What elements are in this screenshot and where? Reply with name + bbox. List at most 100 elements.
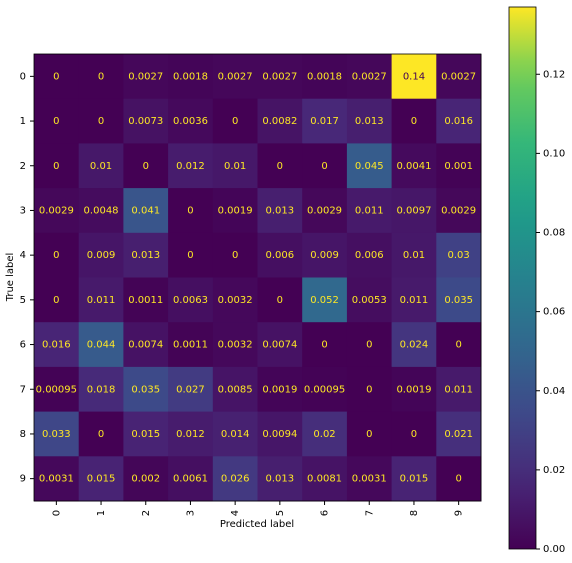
- y-tick-label: 6: [20, 340, 26, 351]
- cell-label: 0.14: [403, 71, 425, 82]
- cell: [436, 232, 482, 278]
- cell-label: 0: [366, 340, 372, 351]
- x-tick-label: 6: [320, 510, 331, 516]
- cell: [78, 98, 124, 144]
- cell: [34, 98, 80, 144]
- cell: [346, 143, 393, 189]
- cell: [257, 98, 303, 144]
- cell-label: 0.035: [131, 384, 160, 395]
- cell-label: 0.016: [42, 340, 71, 351]
- cell-label: 0: [321, 340, 327, 351]
- cell-label: 0.01: [224, 161, 246, 172]
- cell-label: 0: [277, 295, 283, 306]
- cell: [257, 232, 303, 278]
- cell: [78, 322, 124, 368]
- cell: [346, 456, 393, 502]
- cell: [168, 98, 214, 144]
- cell-label: 0.0081: [307, 474, 342, 485]
- cell-label: 0.013: [355, 116, 384, 127]
- cell-label: 0.03: [448, 250, 470, 261]
- x-tick-label: 3: [185, 510, 196, 516]
- cell: [34, 143, 80, 189]
- y-tick-label: 0: [20, 71, 26, 82]
- cell-label: 0.0019: [396, 384, 431, 395]
- y-tick-label: 7: [20, 384, 26, 395]
- cell-label: 0.00095: [304, 384, 345, 395]
- cell-label: 0.041: [131, 205, 160, 216]
- cell-label: 0: [232, 250, 238, 261]
- cell: [391, 98, 437, 144]
- cell: [123, 143, 169, 189]
- cell-label: 0: [53, 71, 59, 82]
- cell: [257, 143, 303, 189]
- cell: [391, 143, 437, 189]
- cell-label: 0.016: [444, 116, 473, 127]
- cell: [302, 54, 348, 100]
- cell: [212, 322, 258, 368]
- cell: [34, 232, 80, 278]
- cell-label: 0.0097: [396, 205, 431, 216]
- colorbar-tick-label: 0.04: [543, 386, 565, 397]
- cell-label: 0: [455, 340, 461, 351]
- cell: [212, 277, 258, 323]
- cell-label: 0.0011: [128, 295, 163, 306]
- cell: [168, 322, 214, 368]
- cell: [78, 456, 124, 502]
- colorbar-tick-label: 0.10: [543, 148, 565, 159]
- cell: [123, 98, 169, 144]
- cell-label: 0.024: [400, 340, 429, 351]
- cell-label: 0.0032: [218, 295, 253, 306]
- cell: [34, 188, 80, 234]
- cell: [34, 54, 80, 100]
- cell: [302, 143, 348, 189]
- cell: [302, 232, 348, 278]
- cell-label: 0: [98, 429, 104, 440]
- cell: [123, 188, 169, 234]
- cell-label: 0: [53, 161, 59, 172]
- colorbar-tick-label: 0.02: [543, 465, 565, 476]
- cell-label: 0.011: [400, 295, 429, 306]
- x-tick-label: 8: [409, 510, 420, 516]
- cell-label: 0.009: [310, 250, 339, 261]
- cell: [78, 277, 124, 323]
- y-axis-label: True label: [5, 253, 16, 303]
- cell-label: 0.01: [403, 250, 425, 261]
- cell: [168, 143, 214, 189]
- cell-label: 0.00095: [36, 384, 77, 395]
- cell-label: 0.0063: [173, 295, 208, 306]
- cell: [436, 366, 482, 413]
- cell-label: 0: [187, 205, 193, 216]
- cell: [123, 322, 169, 368]
- cell-label: 0.012: [176, 161, 205, 172]
- cell: [34, 277, 80, 323]
- cell-label: 0.011: [355, 205, 384, 216]
- colorbar: [508, 6, 537, 550]
- cell-label: 0.015: [400, 474, 429, 485]
- cell-label: 0.018: [87, 384, 116, 395]
- cell-label: 0.0048: [84, 205, 119, 216]
- cell: [302, 411, 348, 457]
- cell: [346, 411, 393, 457]
- cell-label: 0.0085: [218, 384, 253, 395]
- cell: [302, 277, 348, 323]
- cell-label: 0.0011: [173, 340, 208, 351]
- cell: [168, 277, 214, 323]
- cell-label: 0.027: [176, 384, 205, 395]
- cell: [257, 366, 303, 413]
- cell-label: 0.0029: [307, 205, 342, 216]
- cell-label: 0: [143, 161, 149, 172]
- cell: [34, 411, 80, 457]
- cell-label: 0.006: [355, 250, 384, 261]
- cell-label: 0.0031: [352, 474, 387, 485]
- cell-label: 0: [366, 429, 372, 440]
- cell-label: 0.0053: [352, 295, 387, 306]
- x-axis-label: Predicted label: [220, 519, 294, 530]
- cell: [78, 188, 124, 234]
- cell: [257, 277, 303, 323]
- cell: [436, 54, 482, 100]
- cell-label: 0: [98, 71, 104, 82]
- cell: [123, 232, 169, 278]
- cell: [168, 232, 214, 278]
- plot-frame: [33, 53, 482, 502]
